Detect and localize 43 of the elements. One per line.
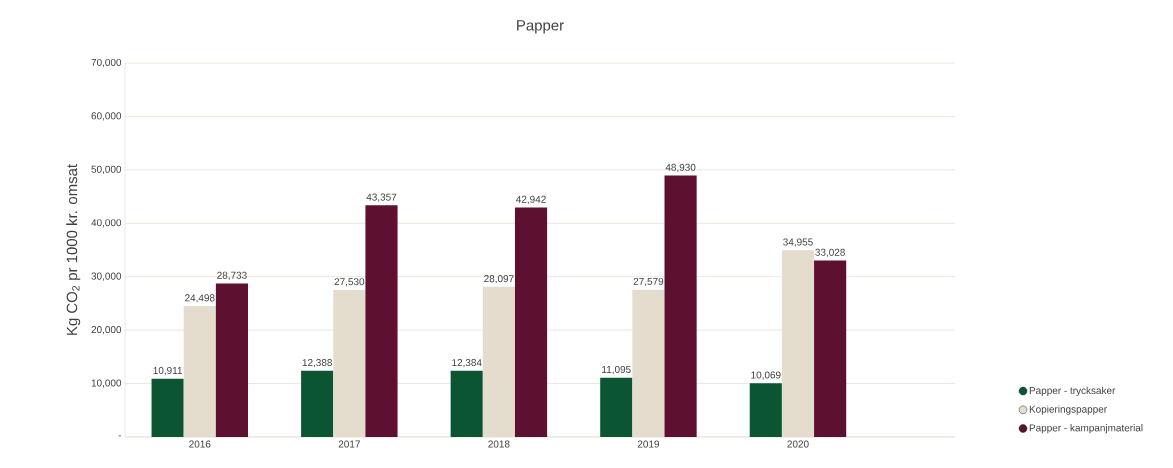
data-label: 42,942 (516, 195, 546, 205)
y-tick-label: 70,000 (91, 58, 122, 68)
legend-label: Papper - trycksaker (1029, 386, 1116, 397)
data-label: 28,733 (217, 271, 247, 280)
bar (749, 383, 782, 437)
x-tick-label: 2020 (787, 440, 809, 448)
data-label: 34,955 (783, 238, 813, 247)
bar (301, 370, 334, 437)
x-tick-label: 2017 (338, 440, 360, 448)
bar (514, 207, 548, 437)
data-label: 43,357 (366, 193, 397, 202)
data-label: 24,498 (185, 294, 215, 303)
y-axis-title: Kg CO$_{2}$ pr 1000 kr. omsat (66, 164, 81, 335)
data-label: 12,388 (302, 359, 332, 368)
data-label: 28,097 (484, 275, 514, 284)
legend-label: Papper - kampanjmaterial (1029, 424, 1143, 434)
bar (600, 377, 633, 437)
data-label: 27,530 (334, 278, 365, 287)
bar (814, 260, 847, 437)
data-label: 33,028 (815, 248, 845, 258)
y-tick-label: - (118, 435, 122, 437)
bar (215, 283, 249, 437)
legend-label: Kopieringspapper (1029, 405, 1107, 415)
data-label: 10,911 (153, 366, 183, 376)
y-tick-label: 30,000 (91, 272, 122, 281)
x-tick-label: 2018 (488, 440, 510, 448)
chart-title: Papper (517, 20, 564, 34)
y-tick-label: 40,000 (91, 219, 122, 228)
bar (365, 205, 398, 437)
x-tick-label: 2019 (637, 440, 660, 448)
bar (450, 370, 483, 437)
y-tick-label: 10,000 (91, 379, 122, 388)
data-label: 12,384 (452, 359, 482, 368)
x-tick-label: 2016 (189, 440, 211, 448)
y-tick-label: 20,000 (91, 326, 122, 335)
bar (664, 175, 697, 437)
y-tick-label: 60,000 (91, 112, 122, 121)
data-label: 48,930 (665, 163, 696, 173)
data-label: 11,095 (602, 365, 631, 375)
data-label: 27,579 (633, 277, 664, 287)
bar (151, 378, 184, 437)
y-tick-label: 50,000 (91, 165, 122, 174)
data-label: 10,069 (751, 371, 781, 380)
